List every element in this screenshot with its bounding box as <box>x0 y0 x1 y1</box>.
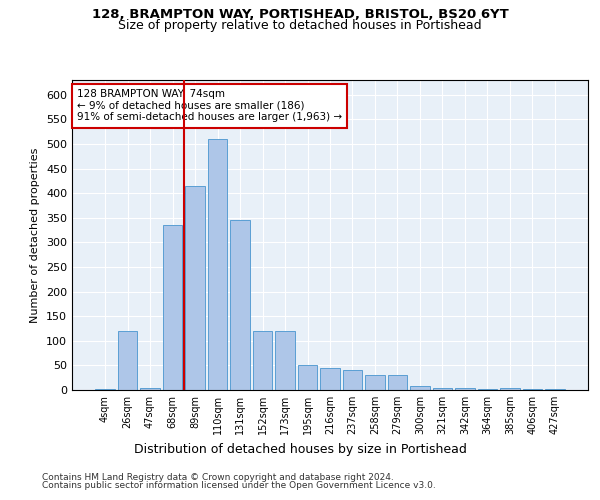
Bar <box>253 331 272 390</box>
Bar <box>500 388 520 390</box>
Text: Contains public sector information licensed under the Open Government Licence v3: Contains public sector information licen… <box>42 482 436 490</box>
Bar <box>545 389 565 390</box>
Bar <box>118 331 137 390</box>
Bar <box>478 389 497 390</box>
Bar <box>208 139 227 390</box>
Bar <box>343 370 362 390</box>
Text: Contains HM Land Registry data © Crown copyright and database right 2024.: Contains HM Land Registry data © Crown c… <box>42 472 394 482</box>
Bar <box>298 366 317 390</box>
Bar <box>140 388 160 390</box>
Bar <box>365 375 385 390</box>
Text: Distribution of detached houses by size in Portishead: Distribution of detached houses by size … <box>134 442 466 456</box>
Y-axis label: Number of detached properties: Number of detached properties <box>31 148 40 322</box>
Bar <box>230 220 250 390</box>
Bar <box>163 225 182 390</box>
Bar <box>185 186 205 390</box>
Bar <box>95 389 115 390</box>
Bar <box>388 375 407 390</box>
Text: 128 BRAMPTON WAY: 74sqm
← 9% of detached houses are smaller (186)
91% of semi-de: 128 BRAMPTON WAY: 74sqm ← 9% of detached… <box>77 90 342 122</box>
Bar <box>523 389 542 390</box>
Text: Size of property relative to detached houses in Portishead: Size of property relative to detached ho… <box>118 18 482 32</box>
Bar <box>275 331 295 390</box>
Bar <box>433 388 452 390</box>
Bar <box>320 368 340 390</box>
Bar <box>410 386 430 390</box>
Bar <box>455 388 475 390</box>
Text: 128, BRAMPTON WAY, PORTISHEAD, BRISTOL, BS20 6YT: 128, BRAMPTON WAY, PORTISHEAD, BRISTOL, … <box>92 8 508 20</box>
